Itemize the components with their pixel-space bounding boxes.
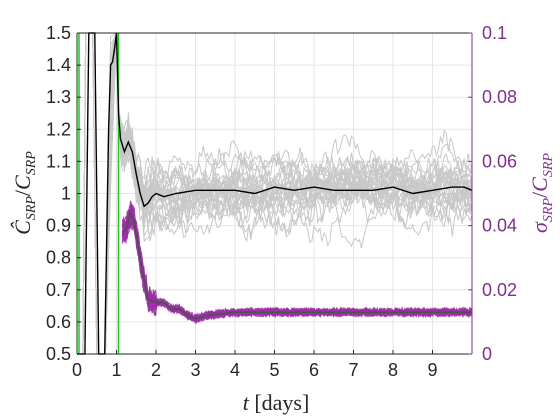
- y-tick-label-left: 0.9: [46, 216, 71, 236]
- y-tick-label-left: 1.2: [46, 119, 71, 139]
- x-tick-label: 8: [388, 360, 398, 380]
- y-tick-label-left: 0.5: [46, 344, 71, 364]
- x-tick-label: 1: [111, 360, 121, 380]
- y-tick-label-left: 0.6: [46, 312, 71, 332]
- x-tick-label: 3: [190, 360, 200, 380]
- x-tick-label: 5: [269, 360, 279, 380]
- x-tick-label: 0: [72, 360, 82, 380]
- y-axis-label-right: σSRP/CSRP: [527, 153, 556, 233]
- y-tick-label-left: 0.8: [46, 248, 71, 268]
- y-tick-label-right: 0.1: [482, 23, 507, 43]
- x-tick-label: 2: [151, 360, 161, 380]
- x-tick-label: 9: [427, 360, 437, 380]
- sigma-run-line: [122, 213, 472, 320]
- x-tick-label: 7: [348, 360, 358, 380]
- sigma-run-line: [122, 211, 472, 321]
- y-tick-label-left: 0.7: [46, 280, 71, 300]
- x-tick-label: 6: [309, 360, 319, 380]
- svg-text:σSRP/CSRP: σSRP/CSRP: [527, 153, 556, 233]
- y-axis-label-left: ĈSRP/CSRP: [10, 151, 39, 235]
- mean-sigma-line: [122, 213, 472, 319]
- y-tick-label-right: 0.08: [482, 87, 517, 107]
- svg-text:ĈSRP/CSRP: ĈSRP/CSRP: [10, 151, 39, 235]
- y-tick-label-right: 0.04: [482, 216, 517, 236]
- sigma-run-line: [122, 210, 472, 321]
- y-tick-label-left: 1: [61, 184, 71, 204]
- y-tick-label-left: 1.3: [46, 87, 71, 107]
- y-tick-label-right: 0: [482, 344, 492, 364]
- x-axis-label: t [days]: [243, 390, 310, 415]
- x-tick-label: 4: [230, 360, 240, 380]
- y-tick-label-left: 1.4: [46, 55, 71, 75]
- y-tick-label-right: 0.06: [482, 151, 517, 171]
- y-tick-label-left: 1.5: [46, 23, 71, 43]
- y-tick-label-left: 1.1: [46, 151, 71, 171]
- y-tick-label-right: 0.02: [482, 280, 517, 300]
